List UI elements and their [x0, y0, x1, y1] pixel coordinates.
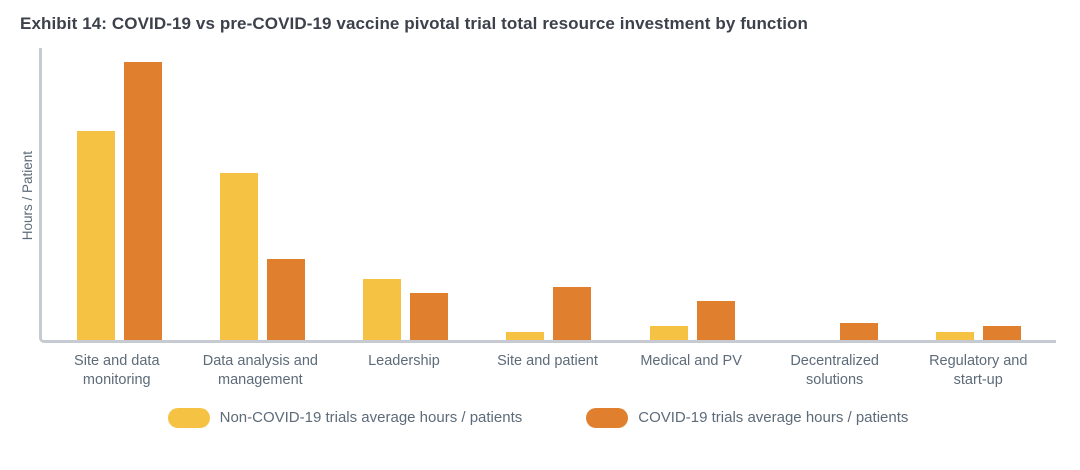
category-label-text: Site and data monitoring — [74, 353, 160, 388]
bar — [220, 173, 259, 340]
bar — [77, 131, 116, 340]
legend-item: Non-COVID-19 trials average hours / pati… — [167, 407, 523, 428]
category-label: Regulatory and start-up — [906, 352, 1050, 390]
bar — [553, 287, 592, 340]
bar-group — [48, 48, 191, 340]
plot-area — [39, 48, 1056, 343]
bar — [935, 331, 974, 340]
chart-area: Hours / Patient Site and data monitoring… — [20, 48, 1056, 390]
category-label-text: Regulatory and start-up — [929, 353, 1028, 388]
bar — [839, 323, 878, 340]
legend-label: Non-COVID-19 trials average hours / pati… — [219, 409, 523, 427]
category-label: Decentralized solutions — [763, 352, 907, 390]
category-label: Leadership — [332, 352, 476, 390]
category-label-text: Medical and PV — [640, 353, 742, 369]
plot-column: Site and data monitoring Data analysis an… — [39, 48, 1056, 390]
bar-group — [907, 48, 1050, 340]
bar-group — [621, 48, 764, 340]
bar-group — [334, 48, 477, 340]
bar — [696, 301, 735, 340]
legend-swatch — [586, 407, 629, 428]
category-label: Data analysis and management — [189, 352, 333, 390]
bar — [649, 326, 688, 340]
category-label-text: Leadership — [368, 353, 440, 369]
category-labels: Site and data monitoring Data analysis an… — [39, 352, 1056, 390]
bar — [124, 61, 163, 340]
category-label: Site and patient — [476, 352, 620, 390]
y-axis: Hours / Patient — [20, 48, 39, 343]
category-label: Site and data monitoring — [45, 352, 189, 390]
legend: Non-COVID-19 trials average hours / pati… — [20, 407, 1056, 428]
chart-title: Exhibit 14: COVID-19 vs pre-COVID-19 vac… — [20, 14, 809, 33]
y-axis-label: Hours / Patient — [20, 150, 35, 241]
bar — [410, 292, 449, 340]
bar-group — [477, 48, 620, 340]
category-label-text: Data analysis and management — [202, 353, 318, 388]
category-label-text: Site and patient — [497, 353, 598, 369]
bar — [506, 331, 545, 340]
bar — [363, 278, 402, 340]
legend-label: COVID-19 trials average hours / patients — [638, 409, 909, 427]
legend-swatch — [167, 407, 210, 428]
bar-group — [191, 48, 334, 340]
bar-group — [764, 48, 907, 340]
category-label-text: Decentralized solutions — [790, 353, 879, 388]
bar — [982, 326, 1021, 340]
category-label: Medical and PV — [619, 352, 763, 390]
bar — [267, 259, 306, 340]
legend-item: COVID-19 trials average hours / patients — [586, 407, 909, 428]
